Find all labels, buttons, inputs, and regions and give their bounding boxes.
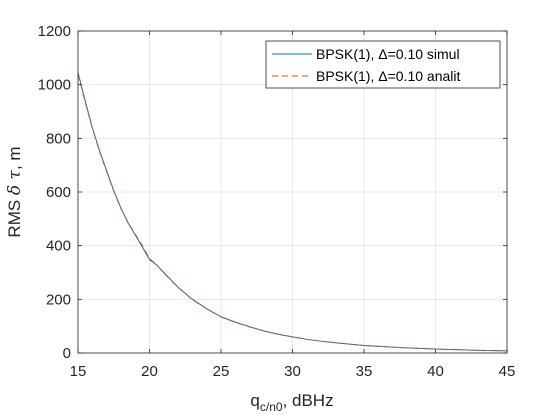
x-tick-label: 15: [70, 363, 87, 380]
y-tick-label: 600: [46, 184, 71, 201]
ticks: [77, 30, 508, 354]
x-axis-label: qc/n0, dBHz: [250, 391, 333, 414]
legend-label-simul: BPSK(1), Δ=0.10 simul: [316, 46, 460, 62]
x-tick-label: 40: [427, 363, 444, 380]
legend: BPSK(1), Δ=0.10 simul BPSK(1), Δ=0.10 an…: [265, 40, 501, 89]
x-tick-label: 20: [141, 363, 158, 380]
y-tick-label: 400: [46, 238, 71, 255]
y-tick-label: 0: [63, 345, 71, 362]
y-tick-label: 1200: [38, 23, 71, 40]
series-layer: [77, 72, 508, 352]
y-tick-label: 800: [46, 130, 71, 147]
y-tick-label: 200: [46, 291, 71, 308]
legend-box: [265, 40, 501, 89]
x-tick-label: 35: [356, 363, 373, 380]
legend-label-analit: BPSK(1), Δ=0.10 analit: [316, 68, 460, 84]
x-tick-label: 30: [284, 363, 301, 380]
series-line-1: [77, 73, 508, 352]
tick-labels: 15 20 25 30 35 40 45 0 200 400 600 800 1000 1200: [38, 23, 516, 380]
y-tick-label: 1000: [38, 77, 71, 94]
x-tick-label: 45: [499, 363, 516, 380]
y-axis-label: RMS δ τ, m: [5, 146, 25, 237]
x-tick-label: 25: [213, 363, 230, 380]
